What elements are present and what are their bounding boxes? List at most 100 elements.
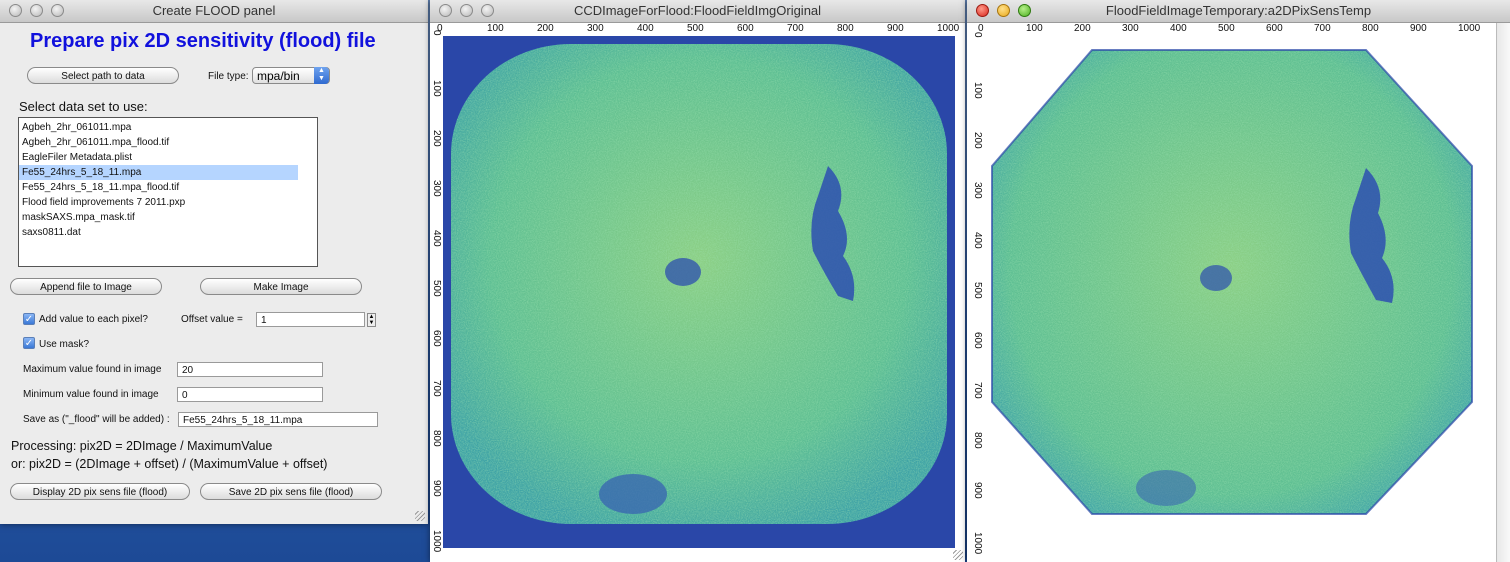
- y-tick-label: 800: [972, 432, 983, 449]
- close-button[interactable]: [976, 4, 989, 17]
- min-value-field[interactable]: 0: [177, 387, 323, 402]
- use-mask-checkbox[interactable]: ✓: [23, 337, 35, 349]
- display-flood-button[interactable]: Display 2D pix sens file (flood): [10, 483, 190, 500]
- x-tick-label: 200: [537, 23, 554, 34]
- close-button[interactable]: [9, 4, 22, 17]
- chevron-updown-icon: ▲ ▼: [314, 67, 329, 84]
- save-as-input[interactable]: Fe55_24hrs_5_18_11.mpa: [178, 412, 378, 427]
- y-tick-label: 500: [972, 282, 983, 299]
- panel-heading: Prepare pix 2D sensitivity (flood) file: [30, 30, 376, 52]
- y-tick-label: 600: [431, 330, 442, 347]
- y-tick-label: 900: [431, 480, 442, 497]
- title-bar[interactable]: FloodFieldImageTemporary:a2DPixSensTemp: [967, 0, 1510, 23]
- y-tick-label: 600: [972, 332, 983, 349]
- x-tick-label: 800: [837, 23, 854, 34]
- resize-grip-icon[interactable]: [953, 550, 963, 560]
- append-file-button[interactable]: Append file to Image: [10, 278, 162, 295]
- save-flood-button[interactable]: Save 2D pix sens file (flood): [200, 483, 382, 500]
- y-tick-label: 1000: [431, 530, 442, 553]
- minimize-button[interactable]: [460, 4, 473, 17]
- x-tick-label: 600: [737, 23, 754, 34]
- select-dataset-label: Select data set to use:: [19, 99, 148, 114]
- processing-line-2: or: pix2D = (2DImage + offset) / (Maximu…: [11, 457, 328, 471]
- list-item[interactable]: saxs0811.dat: [22, 227, 81, 238]
- y-tick-label: 700: [972, 382, 983, 399]
- add-value-label: Add value to each pixel?: [39, 314, 148, 325]
- flood-panel-window: Create FLOOD panel Prepare pix 2D sensit…: [0, 0, 428, 524]
- x-tick-label: 800: [1362, 23, 1379, 34]
- list-item[interactable]: Agbeh_2hr_061011.mpa: [22, 122, 132, 133]
- make-image-button[interactable]: Make Image: [200, 278, 362, 295]
- window-title: FloodFieldImageTemporary:a2DPixSensTemp: [1105, 3, 1372, 18]
- x-tick-label: 0: [978, 23, 984, 34]
- x-tick-label: 1000: [1458, 23, 1481, 34]
- x-tick-label: 400: [637, 23, 654, 34]
- list-item[interactable]: EagleFiler Metadata.plist: [22, 152, 133, 163]
- select-path-button[interactable]: Select path to data: [27, 67, 179, 84]
- save-as-label: Save as ("_flood" will be added) :: [23, 414, 170, 425]
- x-tick-label: 1000: [937, 23, 960, 34]
- x-tick-label: 900: [1410, 23, 1427, 34]
- max-value-field[interactable]: 20: [177, 362, 323, 377]
- x-tick-label: 200: [1074, 23, 1091, 34]
- max-value-label: Maximum value found in image: [23, 364, 162, 375]
- zoom-button[interactable]: [1018, 4, 1031, 17]
- title-bar[interactable]: Create FLOOD panel: [0, 0, 428, 23]
- zoom-button[interactable]: [51, 4, 64, 17]
- resize-grip-icon[interactable]: [415, 511, 425, 521]
- offset-input[interactable]: 1: [256, 312, 365, 327]
- y-tick-label: 200: [972, 132, 983, 149]
- offset-label: Offset value =: [181, 314, 243, 325]
- y-tick-label: 400: [431, 230, 442, 247]
- y-tick-label: 300: [972, 182, 983, 199]
- y-tick-label: 500: [431, 280, 442, 297]
- x-tick-label: 700: [787, 23, 804, 34]
- title-bar[interactable]: CCDImageForFlood:FloodFieldImgOriginal: [430, 0, 965, 23]
- x-tick-label: 900: [887, 23, 904, 34]
- flood-image-temporary[interactable]: [986, 38, 1478, 546]
- list-item[interactable]: maskSAXS.mpa_mask.tif: [22, 212, 135, 223]
- y-tick-label: 200: [431, 130, 442, 147]
- x-tick-label: 300: [587, 23, 604, 34]
- use-mask-label: Use mask?: [39, 339, 90, 350]
- y-tick-label: 800: [431, 430, 442, 447]
- vertical-scrollbar[interactable]: [1496, 23, 1510, 562]
- add-value-checkbox[interactable]: ✓: [23, 313, 35, 325]
- file-type-select[interactable]: mpa/bin ▲ ▼: [252, 67, 330, 84]
- list-item[interactable]: Flood field improvements 7 2011.pxp: [22, 197, 186, 208]
- list-item[interactable]: Agbeh_2hr_061011.mpa_flood.tif: [22, 137, 170, 148]
- list-item[interactable]: Fe55_24hrs_5_18_11.mpa_flood.tif: [22, 182, 180, 193]
- list-item-selected[interactable]: Fe55_24hrs_5_18_11.mpa: [19, 165, 298, 180]
- y-tick-label: 400: [972, 232, 983, 249]
- y-tick-label: 900: [972, 482, 983, 499]
- x-tick-label: 700: [1314, 23, 1331, 34]
- y-tick-label: 0: [431, 30, 442, 36]
- processing-line-1: Processing: pix2D = 2DImage / MaximumVal…: [11, 439, 273, 453]
- minimize-button[interactable]: [997, 4, 1010, 17]
- offset-stepper[interactable]: ▲ ▼: [367, 313, 376, 327]
- min-value-label: Minimum value found in image: [23, 389, 159, 400]
- y-tick-label: 0: [972, 32, 983, 38]
- original-image-window: CCDImageForFlood:FloodFieldImgOriginal 0…: [430, 0, 965, 562]
- x-tick-label: 100: [487, 23, 504, 34]
- file-type-value: mpa/bin: [257, 69, 300, 83]
- y-tick-label: 100: [972, 82, 983, 99]
- y-tick-label: 700: [431, 380, 442, 397]
- x-tick-label: 500: [1218, 23, 1235, 34]
- file-type-label: File type:: [208, 71, 249, 82]
- x-tick-label: 100: [1026, 23, 1043, 34]
- y-tick-label: 100: [431, 80, 442, 97]
- window-title: CCDImageForFlood:FloodFieldImgOriginal: [573, 3, 822, 18]
- x-tick-label: 400: [1170, 23, 1187, 34]
- x-tick-label: 300: [1122, 23, 1139, 34]
- flood-image-original[interactable]: [443, 36, 955, 548]
- close-button[interactable]: [439, 4, 452, 17]
- sensitivity-image-window: FloodFieldImageTemporary:a2DPixSensTemp: [967, 0, 1510, 562]
- x-tick-label: 600: [1266, 23, 1283, 34]
- window-title: Create FLOOD panel: [152, 3, 276, 18]
- zoom-button[interactable]: [481, 4, 494, 17]
- y-tick-label: 1000: [972, 532, 983, 555]
- x-tick-label: 500: [687, 23, 704, 34]
- minimize-button[interactable]: [30, 4, 43, 17]
- file-list[interactable]: Agbeh_2hr_061011.mpa Agbeh_2hr_061011.mp…: [18, 117, 318, 267]
